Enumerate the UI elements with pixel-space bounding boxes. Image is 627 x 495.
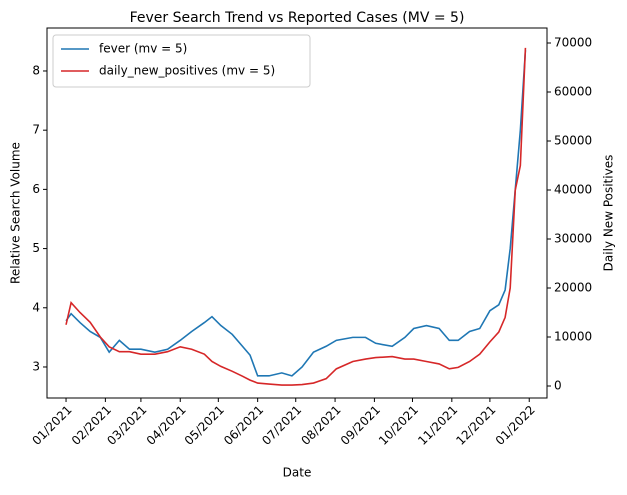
x-tick-label: 01/2021 (29, 403, 74, 448)
y-tick-label: 3 (32, 359, 40, 373)
y2-tick-label: 40000 (554, 182, 592, 196)
y2-tick-label: 20000 (554, 280, 592, 294)
x-tick-label: 11/2021 (415, 403, 460, 448)
x-tick-label: 03/2021 (104, 403, 149, 448)
y2-tick-label: 60000 (554, 84, 592, 98)
y2-tick-label: 0 (554, 378, 562, 392)
x-axis-label: Date (283, 466, 312, 480)
legend-label: daily_new_positives (mv = 5) (99, 64, 275, 78)
plot-frame (46, 27, 548, 399)
y2-axis-label: Daily New Positives (602, 155, 616, 272)
y-tick-label: 4 (32, 300, 40, 314)
x-tick-label: 01/2022 (493, 403, 538, 448)
x-tick-label: 06/2021 (221, 403, 266, 448)
y2-tick-label: 30000 (554, 231, 592, 245)
y-tick-label: 5 (32, 241, 40, 255)
y-tick-label: 8 (32, 63, 40, 77)
y-axis-label: Relative Search Volume (9, 142, 23, 284)
x-tick-label: 04/2021 (144, 403, 189, 448)
legend-label: fever (mv = 5) (99, 42, 187, 56)
chart-title: Fever Search Trend vs Reported Cases (MV… (130, 10, 465, 26)
x-tick-label: 07/2021 (259, 403, 304, 448)
y-tick-label: 6 (32, 182, 40, 196)
x-tick-label: 12/2021 (453, 403, 498, 448)
y2-tick-label: 70000 (554, 35, 592, 49)
x-tick-label: 09/2021 (338, 403, 383, 448)
x-tick-label: 08/2021 (299, 403, 344, 448)
y2-tick-label: 50000 (554, 133, 592, 147)
legend-box (52, 34, 311, 88)
series-line (65, 47, 527, 386)
x-tick-label: 05/2021 (182, 403, 227, 448)
y-tick-label: 7 (32, 123, 40, 137)
series-line (65, 50, 527, 377)
x-tick-label: 10/2021 (376, 403, 421, 448)
y2-tick-label: 10000 (554, 329, 592, 343)
